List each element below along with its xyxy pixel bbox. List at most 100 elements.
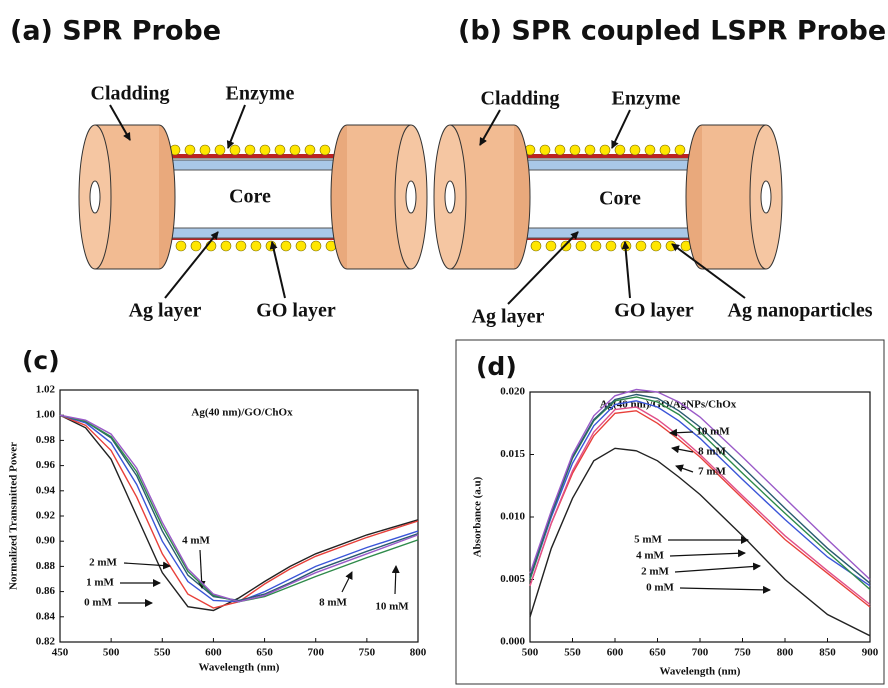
diagram-label: Core xyxy=(599,188,641,210)
core-hole xyxy=(444,180,456,214)
enzyme xyxy=(184,144,196,156)
enzyme xyxy=(220,240,232,252)
enzyme xyxy=(674,144,686,156)
enzyme xyxy=(644,144,656,156)
x-tick-label: 600 xyxy=(607,647,624,659)
annotation-arrow xyxy=(123,561,171,570)
enzyme xyxy=(554,144,566,156)
enzyme xyxy=(584,144,596,156)
diagram-label: Enzyme xyxy=(226,83,295,105)
enzyme xyxy=(235,240,247,252)
enzyme xyxy=(229,144,241,156)
diagram-label: Ag layer xyxy=(472,306,545,328)
y-tick-label: 0.88 xyxy=(36,560,56,572)
series-line xyxy=(59,414,419,612)
series-label: 7 mM xyxy=(698,466,726,478)
enzyme xyxy=(175,240,187,252)
plot-area xyxy=(59,389,419,643)
label-arrow xyxy=(621,241,631,299)
x-tick-label: 500 xyxy=(522,647,539,659)
panel-label: (c) xyxy=(22,346,60,375)
x-tick-label: 850 xyxy=(819,647,836,659)
series-line xyxy=(59,414,419,603)
ag-layer xyxy=(164,159,346,171)
enzyme xyxy=(530,240,542,252)
annotation-arrow xyxy=(669,549,746,558)
series-label: 10 mM xyxy=(375,601,409,613)
y-tick-label: 0.82 xyxy=(36,636,56,648)
annotation-arrow xyxy=(674,562,761,573)
y-axis-label: Absorbance (a.u) xyxy=(472,476,484,557)
y-tick-label: 1.02 xyxy=(36,384,56,396)
series-line xyxy=(529,447,871,637)
y-tick-label: 0.000 xyxy=(500,636,525,648)
x-tick-label: 700 xyxy=(307,647,324,659)
series-line xyxy=(529,410,871,608)
enzyme xyxy=(310,240,322,252)
y-axis-label: Normalized Transmitted Power xyxy=(8,442,20,590)
label-arrow xyxy=(269,241,286,299)
series-line xyxy=(529,393,871,584)
enzyme xyxy=(614,144,626,156)
y-tick-label: 0.020 xyxy=(500,386,525,398)
y-tick-label: 0.86 xyxy=(36,585,56,597)
y-tick-label: 0.005 xyxy=(500,573,525,585)
annotation-arrow xyxy=(671,445,694,454)
diagram-label: Ag nanoparticles xyxy=(728,300,873,322)
x-tick-label: 550 xyxy=(154,647,171,659)
annotation-arrow xyxy=(679,585,771,594)
enzyme xyxy=(635,240,647,252)
ag-layer xyxy=(519,159,701,171)
panel-label: (d) xyxy=(476,352,517,381)
x-tick-label: 650 xyxy=(256,647,273,659)
diagram-title: (b) SPR coupled LSPR Probe xyxy=(458,16,886,47)
diagram-label: Ag layer xyxy=(129,300,202,322)
label-arrow xyxy=(507,231,579,305)
ag-layer xyxy=(164,227,346,239)
diagram-label: GO layer xyxy=(614,300,694,322)
series-line xyxy=(59,414,419,603)
x-tick-label: 700 xyxy=(692,647,709,659)
series-label: 10 mM xyxy=(696,426,730,438)
enzyme xyxy=(289,144,301,156)
x-tick-label: 900 xyxy=(862,647,879,659)
diagram-label: GO layer xyxy=(256,300,336,322)
label-arrow xyxy=(671,243,746,299)
x-axis-label: Wavelength (nm) xyxy=(199,662,280,674)
series-line xyxy=(59,414,419,609)
core-hole xyxy=(760,180,772,214)
enzyme xyxy=(319,144,331,156)
enzyme xyxy=(244,144,256,156)
annotation-arrow xyxy=(341,571,353,593)
series-label: 1 mM xyxy=(86,577,114,589)
series-line xyxy=(529,406,871,606)
enzyme xyxy=(250,240,262,252)
enzyme xyxy=(295,240,307,252)
enzyme xyxy=(199,144,211,156)
series-label: 0 mM xyxy=(84,597,112,609)
enzyme xyxy=(629,144,641,156)
go-layer xyxy=(520,154,700,158)
x-tick-label: 650 xyxy=(649,647,666,659)
x-tick-label: 500 xyxy=(103,647,120,659)
y-tick-label: 0.96 xyxy=(36,459,56,471)
annotation-arrow xyxy=(669,428,694,437)
series-line xyxy=(529,388,871,581)
series-label: 2 mM xyxy=(641,566,669,578)
x-tick-label: 800 xyxy=(410,647,427,659)
panel-frame xyxy=(455,339,885,685)
core-hole xyxy=(89,180,101,214)
series-label: 8 mM xyxy=(319,597,347,609)
annotation-arrow xyxy=(675,464,694,473)
series-label: 4 mM xyxy=(182,535,210,547)
enzyme xyxy=(605,240,617,252)
label-arrow xyxy=(611,109,631,149)
core-hole xyxy=(405,180,417,214)
enzyme xyxy=(599,144,611,156)
enzyme xyxy=(575,240,587,252)
x-tick-label: 450 xyxy=(52,647,69,659)
enzyme xyxy=(569,144,581,156)
diagram-label: Cladding xyxy=(91,83,170,105)
